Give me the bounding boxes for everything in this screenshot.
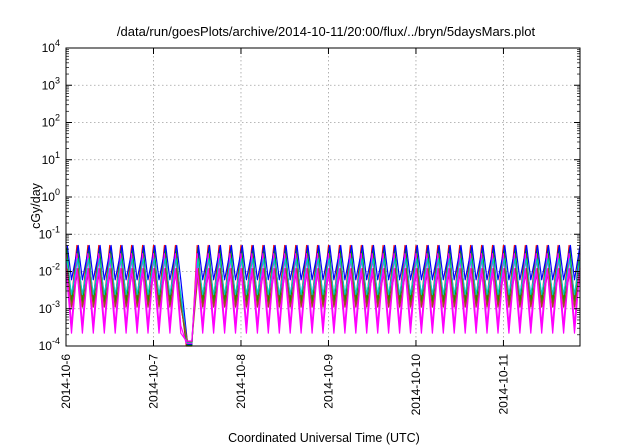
series-line bbox=[66, 244, 581, 345]
series-line bbox=[65, 268, 581, 342]
y-tick-exponent: -4 bbox=[52, 336, 60, 346]
series-group bbox=[65, 244, 581, 347]
x-tick-label: 2014-10-8 bbox=[234, 354, 248, 409]
y-tick-exponent: -3 bbox=[52, 299, 60, 309]
y-tick-label: 104 bbox=[42, 38, 60, 55]
y-tick-base: 10 bbox=[39, 339, 53, 353]
y-tick-label: 101 bbox=[42, 150, 60, 167]
y-tick-base: 10 bbox=[42, 190, 56, 204]
y-tick-exponent: 2 bbox=[55, 113, 60, 123]
y-tick-base: 10 bbox=[39, 227, 53, 241]
x-tick-label: 2014-10-11 bbox=[496, 354, 510, 415]
y-tick-label: 102 bbox=[42, 113, 60, 130]
y-axis-label: cGy/day bbox=[29, 182, 43, 229]
y-tick-label: 10-2 bbox=[39, 262, 60, 279]
y-tick-base: 10 bbox=[42, 41, 56, 55]
y-tick-base: 10 bbox=[42, 153, 56, 167]
y-tick-base: 10 bbox=[42, 78, 56, 92]
y-tick-base: 10 bbox=[39, 265, 53, 279]
y-tick-exponent: 4 bbox=[55, 38, 60, 48]
y-tick-exponent: -2 bbox=[52, 262, 60, 272]
y-tick-label: 100 bbox=[42, 187, 60, 204]
ticks: 10-410-310-210-11001011021031042014-10-6… bbox=[39, 38, 580, 415]
y-tick-exponent: 1 bbox=[55, 150, 60, 160]
y-tick-exponent: 0 bbox=[55, 187, 60, 197]
y-tick-label: 103 bbox=[42, 75, 60, 92]
x-tick-label: 2014-10-9 bbox=[321, 354, 335, 409]
series-line bbox=[66, 258, 581, 344]
x-tick-label: 2014-10-6 bbox=[59, 354, 73, 409]
y-tick-exponent: -1 bbox=[52, 224, 60, 234]
y-tick-label: 10-1 bbox=[39, 224, 60, 241]
y-tick-label: 10-4 bbox=[39, 336, 60, 353]
y-tick-label: 10-3 bbox=[39, 299, 60, 316]
x-tick-label: 2014-10-7 bbox=[146, 354, 160, 409]
chart-title: /data/run/goesPlots/archive/2014-10-11/2… bbox=[117, 24, 536, 39]
y-tick-base: 10 bbox=[42, 116, 56, 130]
y-tick-exponent: 3 bbox=[55, 75, 60, 85]
x-axis-label: Coordinated Universal Time (UTC) bbox=[228, 431, 420, 445]
y-tick-base: 10 bbox=[39, 302, 53, 316]
x-tick-label: 2014-10-10 bbox=[409, 354, 423, 416]
